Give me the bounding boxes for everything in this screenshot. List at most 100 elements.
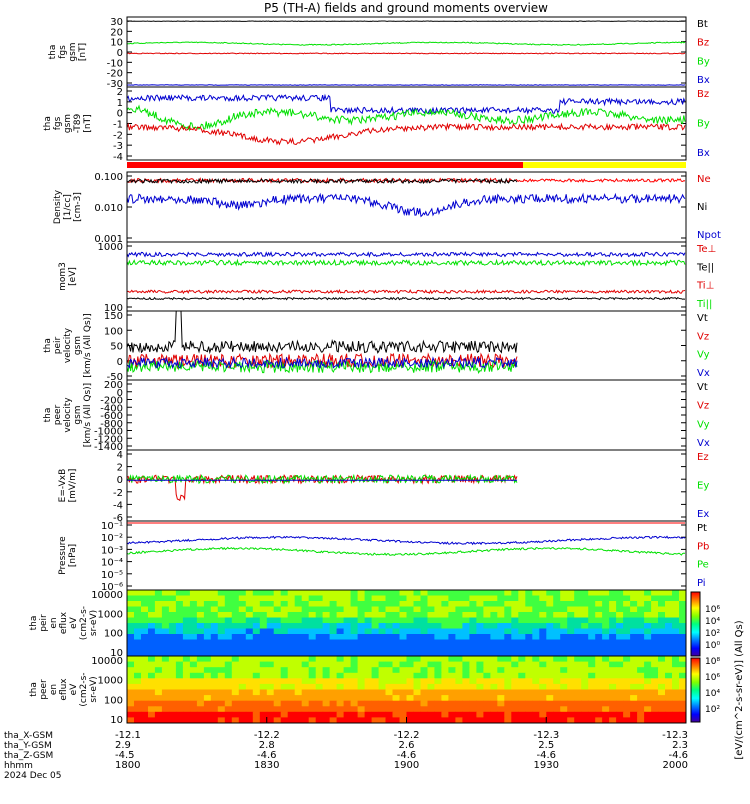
spec-cell bbox=[483, 706, 491, 712]
spec-cell bbox=[134, 684, 142, 690]
spec-cell bbox=[197, 607, 205, 613]
spec-cell bbox=[176, 712, 184, 718]
spec-cell bbox=[560, 607, 568, 613]
spec-cell bbox=[302, 634, 310, 640]
spec-cell bbox=[476, 623, 484, 629]
spec-cell bbox=[162, 601, 170, 607]
spec-cell bbox=[211, 662, 219, 668]
spec-cell bbox=[302, 618, 310, 624]
spec-cell bbox=[539, 684, 547, 690]
spec-cell bbox=[428, 673, 436, 679]
spec-cell bbox=[316, 634, 324, 640]
spec-cell bbox=[588, 690, 596, 696]
spec-cell bbox=[476, 690, 484, 696]
spec-cell bbox=[204, 618, 212, 624]
spec-cell bbox=[225, 667, 233, 673]
spec-cell bbox=[672, 690, 680, 696]
spec-cell bbox=[504, 678, 512, 684]
ylabel-fgs-0: tha bbox=[48, 45, 58, 60]
spec-cell bbox=[260, 690, 268, 696]
spec-cell bbox=[407, 623, 415, 629]
spec-cell bbox=[148, 695, 156, 701]
spec-cell bbox=[560, 612, 568, 618]
spec-cell bbox=[525, 618, 533, 624]
spec-cell bbox=[434, 607, 442, 613]
spec-cell bbox=[637, 690, 645, 696]
spec-cell bbox=[288, 656, 296, 662]
spec-cell bbox=[162, 640, 170, 646]
spec-cell bbox=[448, 684, 456, 690]
spec-cell bbox=[574, 684, 582, 690]
spec-cell bbox=[623, 640, 631, 646]
spec-cell bbox=[651, 629, 659, 635]
spec-cell bbox=[637, 667, 645, 673]
spec-cell bbox=[637, 623, 645, 629]
spec-cell bbox=[518, 590, 526, 596]
spec-cell bbox=[323, 590, 331, 596]
spec-cell bbox=[379, 662, 387, 668]
spec-cell bbox=[428, 640, 436, 646]
spec-cell bbox=[400, 701, 408, 707]
spec-cell bbox=[644, 640, 652, 646]
spec-cell bbox=[393, 706, 401, 712]
spec-cell bbox=[525, 662, 533, 668]
spec-cell bbox=[490, 623, 498, 629]
spec-cell bbox=[567, 623, 575, 629]
spec-cell bbox=[665, 712, 673, 718]
spec-cell bbox=[344, 601, 352, 607]
spec-cell bbox=[316, 645, 324, 651]
legend-exb-2: Ex bbox=[697, 509, 709, 520]
spec-cell bbox=[414, 701, 422, 707]
spec-cell bbox=[588, 645, 596, 651]
spec-cell bbox=[407, 640, 415, 646]
spec-cell bbox=[574, 645, 582, 651]
spec-cell bbox=[218, 678, 226, 684]
spec-cell bbox=[351, 590, 359, 596]
spec-cell bbox=[679, 684, 687, 690]
spec-cell bbox=[546, 612, 554, 618]
spec-cell bbox=[644, 629, 652, 635]
spec-cell bbox=[190, 634, 198, 640]
spec-cell bbox=[302, 690, 310, 696]
spec-cell bbox=[260, 662, 268, 668]
spec-cell bbox=[309, 590, 317, 596]
spec-cell bbox=[218, 601, 226, 607]
spec-cell bbox=[239, 590, 247, 596]
spec-cell bbox=[595, 596, 603, 602]
spec-cell bbox=[337, 634, 345, 640]
spec-cell bbox=[386, 623, 394, 629]
spec-cell bbox=[504, 590, 512, 596]
spec-cell bbox=[644, 634, 652, 640]
spec-cell bbox=[421, 590, 429, 596]
spec-cell bbox=[232, 618, 240, 624]
spec-cell bbox=[455, 590, 463, 596]
legend-peir_vel-1: Vz bbox=[697, 331, 709, 342]
spec-cell bbox=[476, 596, 484, 602]
spec-cell bbox=[260, 634, 268, 640]
spec-cell bbox=[330, 690, 338, 696]
spec-cell bbox=[190, 701, 198, 707]
spec-cell bbox=[183, 678, 191, 684]
spec-cell bbox=[574, 656, 582, 662]
spec-cell bbox=[511, 712, 519, 718]
spec-cell bbox=[197, 701, 205, 707]
spec-cell bbox=[407, 667, 415, 673]
spec-cell bbox=[316, 678, 324, 684]
spec-cell bbox=[260, 678, 268, 684]
spec-cell bbox=[553, 612, 561, 618]
spec-cell bbox=[232, 645, 240, 651]
yticklabel-fgs_zoom-0: 2 bbox=[117, 87, 123, 98]
spec-cell bbox=[316, 596, 324, 602]
spec-cell bbox=[281, 612, 289, 618]
spec-cell bbox=[127, 695, 135, 701]
yticklabel-temp-0: 1000 bbox=[98, 242, 123, 253]
spec-cell bbox=[511, 656, 519, 662]
spec-cell bbox=[267, 634, 275, 640]
spec-cell bbox=[532, 678, 540, 684]
spec-cell bbox=[441, 690, 449, 696]
spec-cell bbox=[448, 623, 456, 629]
spec-cell bbox=[281, 690, 289, 696]
yticklabel-exb-2: 0 bbox=[117, 475, 123, 486]
spec-cell bbox=[253, 645, 260, 651]
